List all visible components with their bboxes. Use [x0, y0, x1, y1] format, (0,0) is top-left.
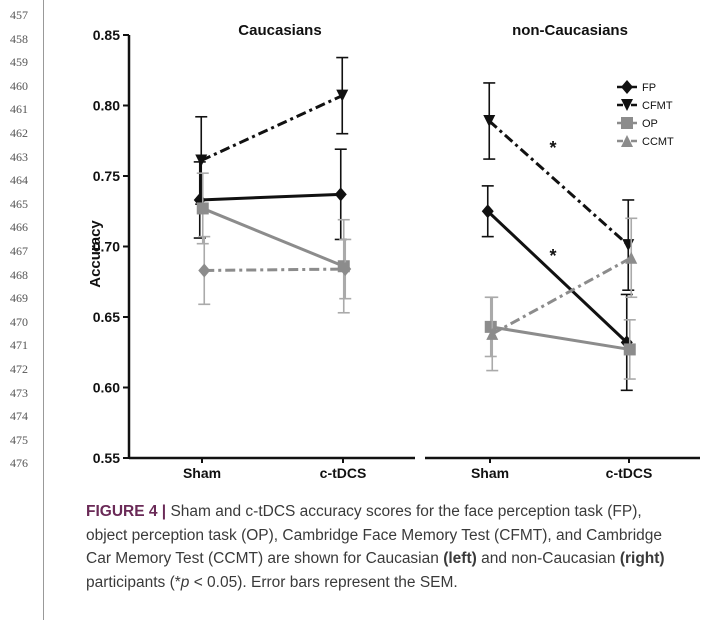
data-point-cfmt: [195, 154, 208, 167]
legend-label-fp: FP: [642, 82, 656, 94]
figure-caption: FIGURE 4 | Sham and c-tDCS accuracy scor…: [86, 500, 686, 594]
legend-label-cfmt: CFMT: [642, 100, 673, 112]
y-tick-label: 0.60: [93, 380, 120, 396]
series-line-cfmt: [200, 94, 343, 162]
line-number: 473: [10, 385, 28, 400]
panel-non-caucasians: **: [481, 82, 638, 392]
chart-axes: 0.55 0.60 0.65 0.70 0.75 0.80 0.85 Sham c-tDCS Sh…: [93, 27, 700, 481]
line-number: 461: [10, 102, 28, 117]
line-number: 469: [10, 291, 28, 306]
x-tick-label: Sham: [183, 465, 221, 481]
caption-text-4: < 0.05). Error bars represent the SEM.: [189, 573, 458, 591]
line-number: 463: [10, 149, 28, 164]
y-axis-label: Accuracy: [87, 220, 104, 288]
data-point-cfmt: [336, 89, 349, 102]
line-number: 466: [10, 220, 28, 235]
legend-marker-cfmt: [621, 99, 633, 111]
line-number: 475: [10, 432, 28, 447]
caption-text-1: Sham and c-tDCS accuracy scores for the …: [86, 503, 662, 567]
legend-label-ccmt: CCMT: [642, 136, 674, 148]
series-line-cfmt: [488, 119, 630, 247]
significance-marker: *: [549, 138, 556, 158]
line-number: 467: [10, 244, 28, 258]
data-point-op: [623, 343, 636, 356]
line-number: 459: [10, 55, 28, 70]
x-tick-label: c-tDCS: [320, 465, 367, 481]
caption-p-italic: p: [180, 573, 190, 591]
caption-left: (left): [443, 550, 477, 567]
series-line-fp: [486, 210, 628, 344]
data-point-op: [196, 202, 209, 215]
line-number: 460: [10, 78, 28, 93]
data-point-ccmt: [198, 263, 211, 278]
y-tick-label: 0.75: [93, 168, 120, 184]
line-number: 471: [10, 338, 28, 353]
data-point-fp: [481, 204, 494, 219]
data-point-ccmt: [625, 251, 638, 264]
legend-marker-ccmt: [621, 135, 633, 147]
panel-caucasians: [193, 56, 352, 314]
y-tick-label: 0.65: [93, 309, 120, 325]
chart: 0.55 0.60 0.65 0.70 0.75 0.80 0.85 Sham c-tDCS Sh…: [87, 22, 700, 481]
caption-text-3: participants (*: [86, 573, 181, 591]
line-number: 468: [10, 267, 28, 282]
panel-title-caucasians: Caucasians: [238, 22, 321, 39]
series-line-op: [202, 207, 345, 268]
line-number: 464: [10, 173, 28, 188]
line-number: 470: [10, 314, 28, 329]
line-number: 457: [10, 8, 28, 22]
page-frame: [43, 0, 708, 620]
series-line-fp: [199, 192, 341, 202]
significance-marker: *: [549, 246, 556, 266]
series-line-ccmt: [204, 267, 346, 272]
x-tick-label: Sham: [471, 465, 509, 481]
series-line-op: [490, 325, 630, 351]
data-point-cfmt: [483, 115, 496, 128]
line-numbers: 457 458 459 460 461 462 463 464 465 466 467 468 469 4…: [0, 0, 40, 621]
data-point-ccmt: [339, 262, 352, 277]
y-tick-label: 0.85: [93, 27, 120, 43]
y-tick-label: 0.80: [93, 98, 120, 114]
line-number: 458: [10, 31, 28, 46]
data-point-cfmt: [622, 239, 635, 252]
panel-title-non-caucasians: non-Caucasians: [512, 22, 628, 39]
legend: FP CFMT OP CCMT: [617, 80, 674, 148]
data-point-ccmt: [486, 327, 499, 340]
y-tick-label: 0.55: [93, 450, 120, 466]
line-number: 465: [10, 196, 28, 211]
line-number: 472: [10, 362, 28, 376]
caption-text-2: and non-Caucasian: [476, 550, 620, 567]
caption-right: (right): [619, 550, 665, 567]
legend-label-op: OP: [642, 118, 658, 130]
line-number: 462: [10, 126, 28, 140]
series-line-ccmt: [491, 256, 632, 336]
x-tick-label: c-tDCS: [606, 465, 653, 481]
legend-marker-op: [621, 117, 633, 129]
data-point-fp: [334, 187, 347, 202]
data-point-op: [484, 320, 497, 333]
y-tick-label: 0.70: [93, 239, 120, 255]
figure-label: FIGURE 4 |: [86, 503, 167, 520]
line-number: 474: [10, 409, 28, 424]
legend-marker-fp: [621, 80, 633, 94]
line-number: 476: [10, 456, 28, 471]
